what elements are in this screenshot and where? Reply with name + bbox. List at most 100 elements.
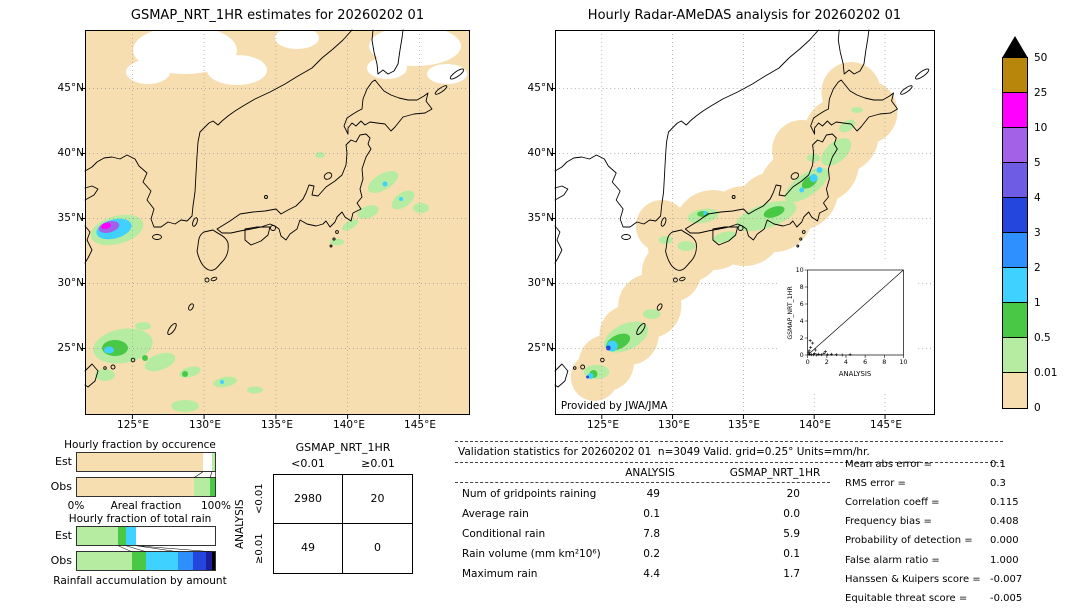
occurrence-chart-title: Hourly fraction by occurence — [64, 439, 216, 451]
colorbar-label: 4 — [1034, 192, 1041, 204]
lat-tick-label: 40°N — [57, 147, 84, 159]
svg-text:0: 0 — [800, 351, 804, 359]
inset-y-axis-label: GSMAP_NRT_1HR — [787, 286, 794, 340]
colorbar-segment — [1003, 303, 1027, 338]
svg-text:6: 6 — [800, 300, 804, 308]
inset-scatter-points — [807, 339, 852, 357]
areal-fraction-min-label: 0% — [67, 500, 85, 512]
gsmap-value: 5.9 — [783, 528, 800, 540]
contingency-cell: 0 — [374, 541, 381, 554]
inset-x-axis-label: ANALYSIS — [839, 370, 872, 378]
score-row: Hanssen & Kuipers score = -0.007 — [0, 573, 1080, 586]
stat-label: Conditional rain — [462, 528, 546, 540]
colorbar-label: 1 — [1034, 297, 1041, 309]
gsmap-column-header: GSMAP_NRT_1HR — [729, 467, 821, 479]
areal-fraction-axis-label: Areal fraction — [110, 500, 182, 512]
no-data-snow-areas — [126, 26, 467, 85]
score-label: Mean abs error = — [845, 459, 933, 470]
lon-tick-label: 130°E — [189, 419, 221, 431]
precipitation-layer — [583, 107, 863, 379]
validation-table-row: Rain volume (mm km²10⁶) 0.2 0.1 — [0, 548, 1080, 561]
totalrain-obs-bar — [76, 551, 216, 571]
analysis-value: 4.4 — [643, 568, 660, 580]
lon-tick-label: 140°E — [799, 419, 831, 431]
validation-table-row: Maximum rain 4.4 1.7 — [0, 568, 1080, 581]
stat-label: Average rain — [462, 508, 529, 520]
gsmap-value: 0.1 — [783, 548, 800, 560]
validation-title: Validation statistics for 20260202 01 n=… — [458, 446, 870, 458]
score-value: 0.408 — [990, 516, 1019, 527]
map-border — [85, 30, 470, 415]
svg-text:4: 4 — [844, 358, 848, 366]
score-value: 0.1 — [990, 459, 1006, 470]
totalrain-chart-title: Hourly fraction of total rain — [68, 513, 212, 525]
radar-analysis-map: 0 2 4 6 8 10 0 2 4 6 8 10 GSMAP_NRT_1HR … — [551, 29, 935, 419]
score-row: Frequency bias = 0.408 — [0, 515, 1080, 528]
scatter-inset: 0 2 4 6 8 10 0 2 4 6 8 10 GSMAP_NRT_1HR … — [778, 260, 917, 392]
occurrence-obs-bar — [76, 477, 216, 497]
inset-x-tick-labels: 0 2 4 6 8 10 — [806, 358, 908, 366]
analysis-value: 7.8 — [643, 528, 660, 540]
lon-tick-label: 145°E — [404, 419, 436, 431]
occurrence-bars — [76, 452, 216, 497]
stat-label: Rain volume (mm km²10⁶) — [462, 548, 601, 560]
colorbar-segment — [1003, 163, 1027, 198]
svg-text:2: 2 — [800, 334, 804, 342]
gsmap-value: 1.7 — [783, 568, 800, 580]
analysis-value: 0.1 — [643, 508, 660, 520]
validation-table-row: Num of gridpoints raining 49 20 — [0, 488, 1080, 501]
score-label: Equitable threat score = — [845, 593, 968, 604]
credit-text: Provided by JWA/JMA — [561, 400, 668, 412]
gsmap-value: 20 — [786, 488, 800, 500]
map-border — [555, 30, 935, 415]
score-label: Hanssen & Kuipers score = — [845, 574, 981, 585]
colorbar-label: 0 — [1034, 402, 1041, 414]
score-row: Probability of detection = 0.000 — [0, 534, 1080, 547]
totalrain-est-label: Est — [55, 529, 72, 542]
score-label: Correlation coeff = — [845, 497, 940, 508]
totalrain-obs-label: Obs — [50, 554, 72, 567]
totalrain-connector-lines — [117, 545, 213, 553]
colorbar-segment — [1003, 233, 1027, 268]
contingency-column-label: ≥0.01 — [361, 457, 395, 470]
right-map-title: Hourly Radar-AMeDAS analysis for 2026020… — [587, 8, 902, 23]
inset-y-tick-labels: 0 2 4 6 8 10 — [796, 266, 804, 359]
svg-text:6: 6 — [863, 358, 867, 366]
score-value: 0.115 — [990, 497, 1019, 508]
contingency-table: 2980 20 49 0 — [273, 474, 413, 574]
analysis-value: 0.2 — [643, 548, 660, 560]
score-label: RMS error = — [845, 478, 906, 489]
svg-text:2: 2 — [825, 358, 829, 366]
colorbar — [1002, 57, 1028, 409]
score-row: False alarm ratio = 1.000 — [0, 554, 1080, 567]
lat-tick-label: 30°N — [57, 277, 84, 289]
lat-tick-label: 25°N — [57, 342, 84, 354]
colorbar-segment — [1003, 58, 1027, 93]
lat-tick-label: 45°N — [57, 82, 84, 94]
colorbar-label: 0.5 — [1034, 332, 1051, 344]
stat-label: Maximum rain — [462, 568, 538, 580]
precipitation-layer — [90, 152, 429, 412]
colorbar-segment — [1003, 338, 1027, 373]
analysis-column-header: ANALYSIS — [625, 467, 675, 479]
svg-text:0: 0 — [806, 358, 810, 366]
inset-diagonal-line — [807, 269, 904, 356]
lat-tick-label: 35°N — [527, 212, 554, 224]
colorbar-segment — [1003, 198, 1027, 233]
score-row: Correlation coeff = 0.115 — [0, 496, 1080, 509]
gsmap-estimate-map — [81, 26, 470, 419]
lon-tick-label: 145°E — [870, 419, 902, 431]
occurrence-connector-lines — [193, 471, 216, 479]
svg-text:8: 8 — [800, 283, 804, 291]
colorbar-label: 3 — [1034, 227, 1041, 239]
divider — [455, 462, 1003, 463]
coastlines — [84, 29, 465, 388]
contingency-cell: 49 — [274, 524, 343, 573]
score-value: 0.000 — [990, 535, 1019, 546]
lon-tick-label: 135°E — [728, 419, 760, 431]
colorbar-label: 2 — [1034, 262, 1041, 274]
occurrence-est-bar — [76, 452, 216, 472]
divider — [455, 482, 830, 483]
lon-tick-label: 125°E — [587, 419, 619, 431]
